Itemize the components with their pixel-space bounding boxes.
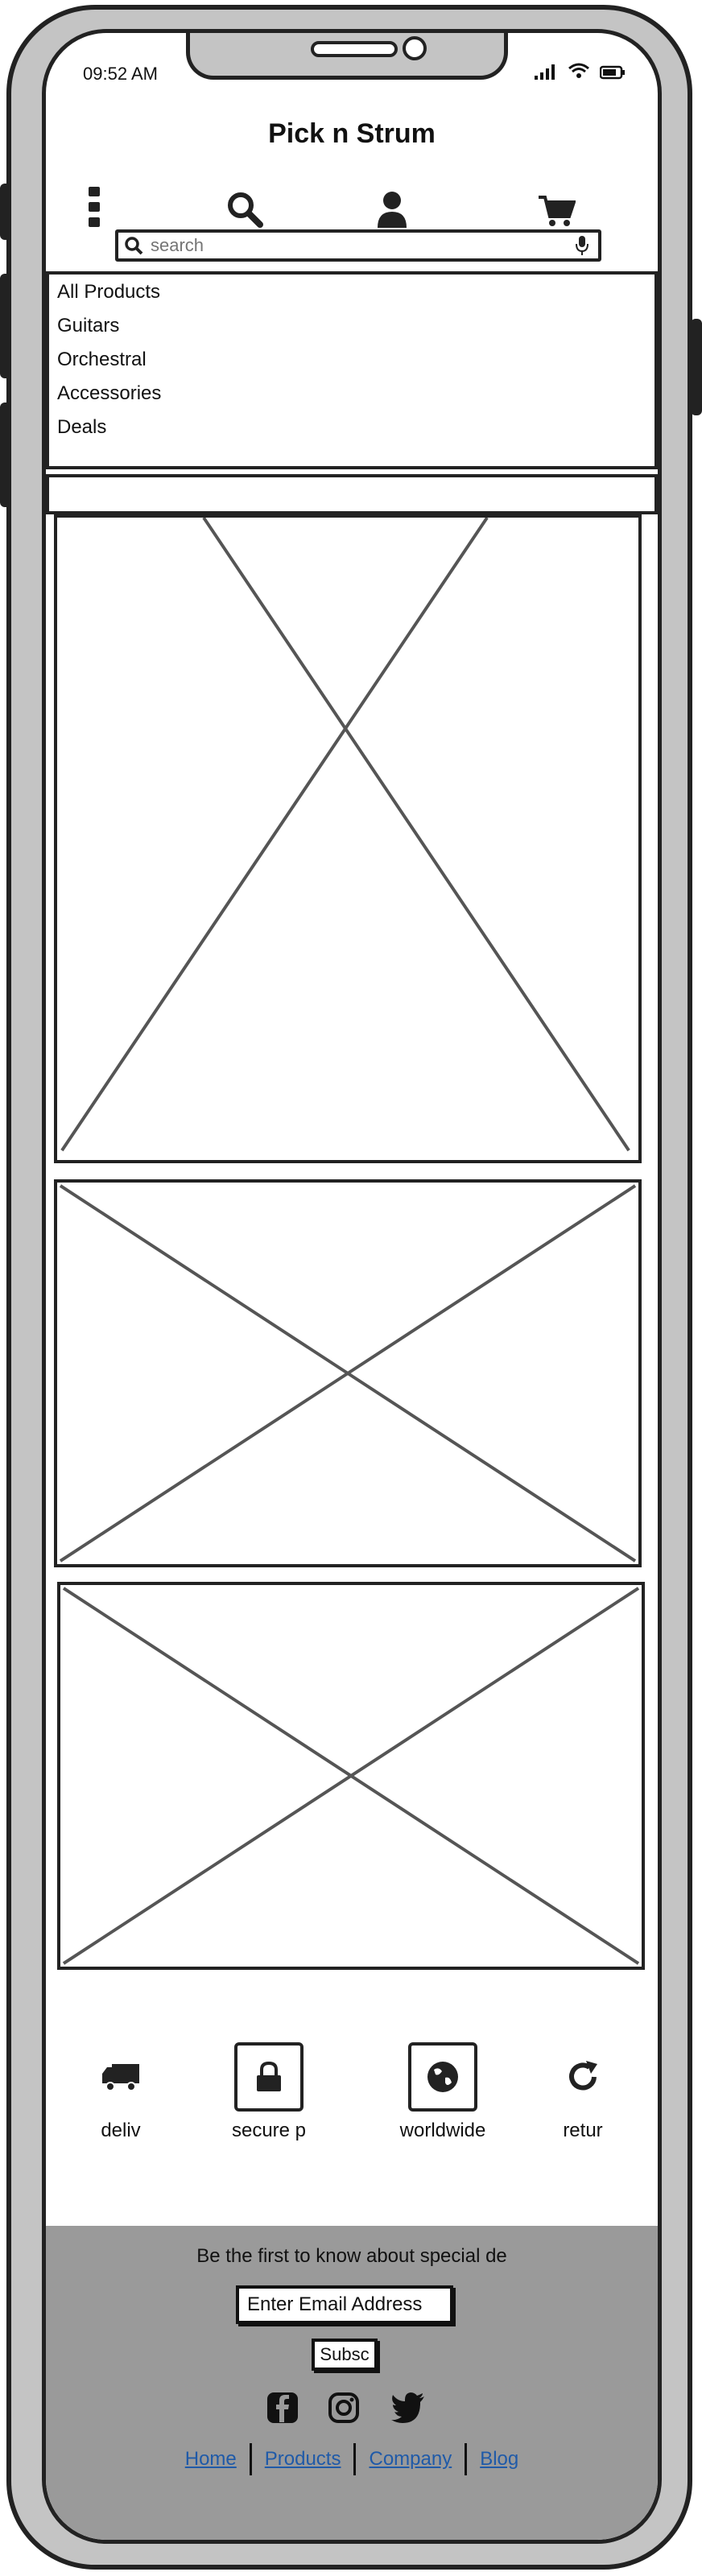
feature-returns-label: retur [563,2120,603,2141]
battery-icon [600,65,625,80]
refresh-icon [569,2061,597,2091]
feature-worldwide-label: worldwide [399,2120,486,2141]
hero-image-placeholder [54,514,642,1163]
instagram-icon[interactable] [328,2392,360,2424]
feature-secure-label: secure p [231,2120,307,2141]
speaker [311,41,398,57]
twitter-icon[interactable] [390,2392,426,2424]
phone-right-button [691,319,702,415]
footer-link-separator [353,2443,357,2475]
menu-divider-strip [46,474,658,514]
more-vertical-icon[interactable] [88,186,101,228]
phone-left-button-1 [0,184,11,240]
footer-links: Home Products Company Blog [46,2443,658,2475]
footer-link-separator [465,2443,468,2475]
newsletter-text: Be the first to know about special de [196,2245,507,2267]
menu-item-accessories[interactable]: Accessories [57,382,162,404]
image-placeholder-3-cross [62,1587,640,1965]
signal-icon [535,64,555,80]
footer-link-blog[interactable]: Blog [480,2448,519,2470]
status-time: 09:52 AM [83,64,158,84]
footer: Be the first to know about special de Su… [46,2226,658,2540]
wifi-icon [568,63,589,78]
status-icons [534,62,626,80]
user-icon[interactable] [376,191,408,229]
subscribe-button[interactable]: Subsc [312,2339,378,2371]
footer-link-home[interactable]: Home [184,2448,237,2470]
feature-worldwide-box [408,2042,477,2112]
cart-icon[interactable] [537,194,576,228]
menu-item-all-products[interactable]: All Products [57,281,161,303]
microphone-icon[interactable] [574,234,590,257]
footer-link-products[interactable]: Products [264,2448,341,2470]
footer-link-company[interactable]: Company [369,2448,452,2470]
facebook-icon[interactable] [266,2392,299,2424]
camera [403,36,427,60]
feature-secure-box [234,2042,304,2112]
phone-screen: 09:52 AM Pick n Strum [42,29,662,2544]
phone-left-button-3 [0,402,11,507]
footer-link-separator [249,2443,252,2475]
feature-delivery-label: deliv [101,2120,141,2141]
phone-left-button-2 [0,274,11,378]
image-placeholder-2 [54,1179,642,1567]
truck-icon [102,2064,139,2091]
phone-notch [186,33,508,80]
menu-item-guitars[interactable]: Guitars [57,315,120,336]
feature-returns: retur [531,2042,635,2142]
menu-item-orchestral[interactable]: Orchestral [57,349,147,370]
lock-icon [257,2061,281,2091]
search-input[interactable] [146,235,574,256]
image-placeholder-2-cross [59,1184,637,1563]
feature-delivery-box [86,2042,155,2112]
feature-secure-payment: secure p [217,2042,321,2142]
image-placeholder-3 [57,1582,645,1970]
globe-icon [427,2062,458,2092]
feature-returns-box [548,2042,617,2112]
search-small-icon [125,237,143,255]
menu-item-deals[interactable]: Deals [57,416,107,438]
hero-image-cross [60,518,630,1152]
category-menu: All Products Guitars Orchestral Accessor… [46,271,658,469]
search-bar[interactable] [115,229,601,262]
search-icon[interactable] [226,191,263,228]
feature-worldwide: worldwide [390,2042,495,2142]
app-title: Pick n Strum [268,118,436,149]
email-field[interactable] [236,2285,453,2324]
feature-delivery: deliv [68,2042,173,2142]
